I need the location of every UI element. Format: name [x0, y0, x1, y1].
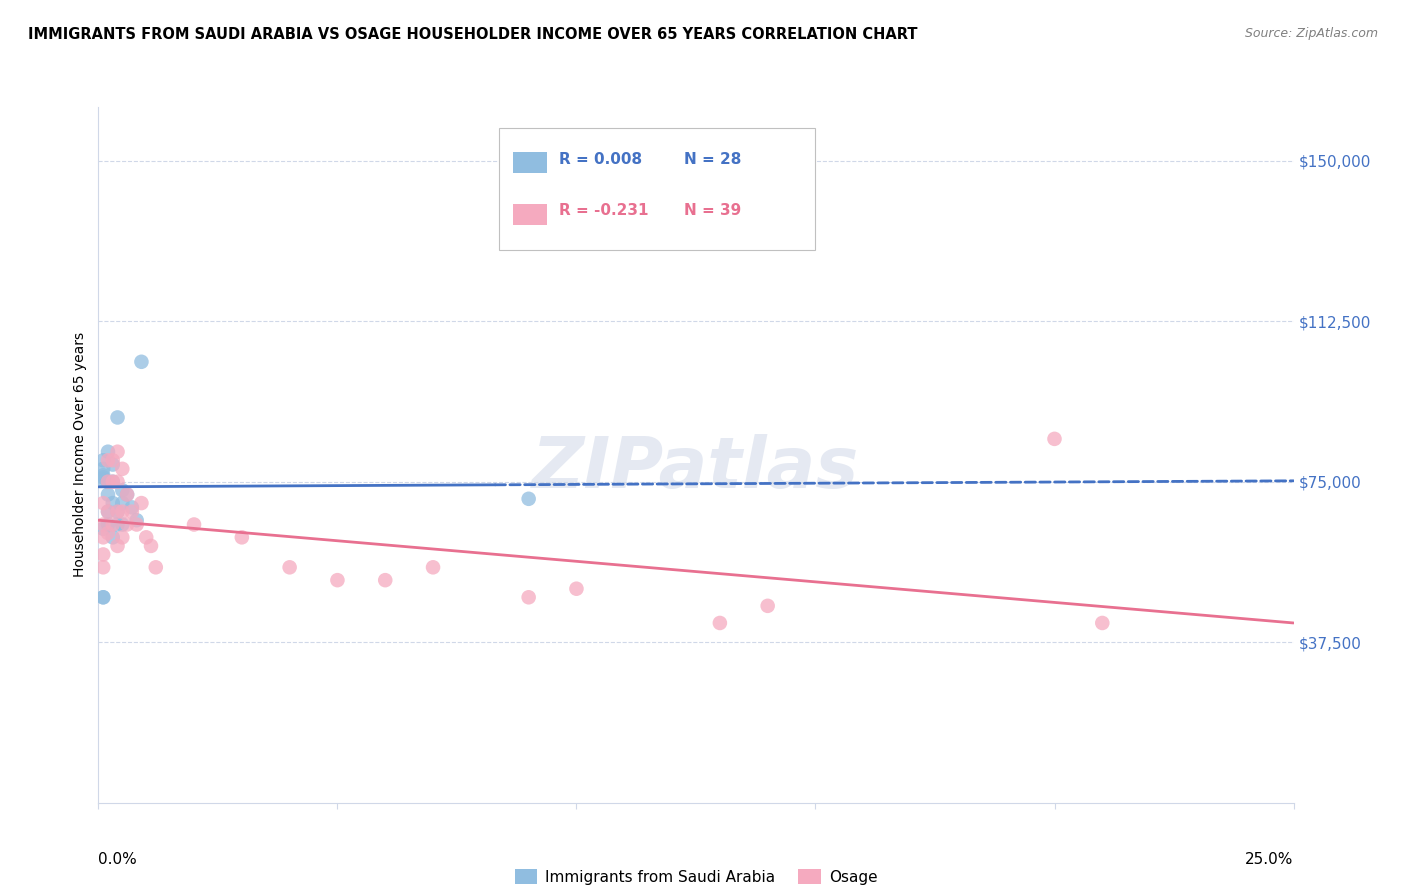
Point	[91, 468, 114, 483]
Point	[97, 475, 120, 489]
Point	[107, 444, 129, 458]
Point	[125, 513, 148, 527]
Point	[107, 517, 129, 532]
Point	[517, 591, 540, 605]
Text: IMMIGRANTS FROM SAUDI ARABIA VS OSAGE HOUSEHOLDER INCOME OVER 65 YEARS CORRELATI: IMMIGRANTS FROM SAUDI ARABIA VS OSAGE HO…	[28, 27, 918, 42]
Point	[91, 530, 114, 544]
Point	[1043, 432, 1066, 446]
Point	[91, 453, 114, 467]
Point	[97, 505, 120, 519]
FancyBboxPatch shape	[499, 128, 815, 250]
Text: R = -0.231: R = -0.231	[558, 202, 648, 218]
Point	[111, 530, 134, 544]
Point	[91, 522, 114, 536]
Y-axis label: Householder Income Over 65 years: Householder Income Over 65 years	[73, 333, 87, 577]
Legend: Immigrants from Saudi Arabia, Osage: Immigrants from Saudi Arabia, Osage	[509, 863, 883, 891]
Point	[91, 517, 114, 532]
Point	[101, 453, 124, 467]
Point	[101, 458, 124, 472]
Point	[107, 410, 129, 425]
Point	[111, 483, 134, 498]
Point	[97, 487, 120, 501]
Point	[111, 517, 134, 532]
Text: Source: ZipAtlas.com: Source: ZipAtlas.com	[1244, 27, 1378, 40]
Text: R = 0.008: R = 0.008	[558, 152, 641, 167]
Point	[97, 526, 120, 541]
Point	[97, 475, 120, 489]
Point	[91, 591, 114, 605]
Point	[131, 355, 153, 369]
Point	[91, 560, 114, 574]
Point	[135, 530, 157, 544]
Point	[517, 491, 540, 506]
Point	[1091, 615, 1114, 630]
Point	[107, 539, 129, 553]
Point	[145, 560, 167, 574]
Point	[374, 573, 396, 587]
Text: 0.0%: 0.0%	[98, 852, 138, 866]
Point	[101, 475, 124, 489]
Point	[565, 582, 588, 596]
FancyBboxPatch shape	[513, 152, 547, 173]
Point	[326, 573, 349, 587]
Text: N = 39: N = 39	[685, 202, 741, 218]
Point	[107, 505, 129, 519]
FancyBboxPatch shape	[513, 204, 547, 226]
Point	[101, 496, 124, 510]
Point	[121, 505, 143, 519]
Point	[107, 475, 129, 489]
Point	[231, 530, 253, 544]
Text: ZIPatlas: ZIPatlas	[533, 434, 859, 503]
Point	[111, 505, 134, 519]
Point	[101, 475, 124, 489]
Point	[97, 444, 120, 458]
Point	[756, 599, 779, 613]
Point	[115, 487, 138, 501]
Point	[139, 539, 162, 553]
Point	[97, 453, 120, 467]
Point	[709, 615, 731, 630]
Point	[101, 530, 124, 544]
Point	[115, 487, 138, 501]
Point	[101, 517, 124, 532]
Point	[97, 517, 120, 532]
Point	[91, 470, 114, 484]
Point	[121, 500, 143, 515]
Point	[91, 496, 114, 510]
Point	[131, 496, 153, 510]
Point	[91, 591, 114, 605]
Point	[91, 473, 114, 487]
Text: N = 28: N = 28	[685, 152, 741, 167]
Point	[183, 517, 205, 532]
Point	[422, 560, 444, 574]
Point	[107, 505, 129, 519]
Point	[111, 496, 134, 510]
Text: 25.0%: 25.0%	[1246, 852, 1294, 866]
Point	[278, 560, 301, 574]
Point	[115, 517, 138, 532]
Point	[111, 462, 134, 476]
Point	[125, 517, 148, 532]
Point	[97, 505, 120, 519]
Point	[91, 462, 114, 476]
Point	[91, 548, 114, 562]
